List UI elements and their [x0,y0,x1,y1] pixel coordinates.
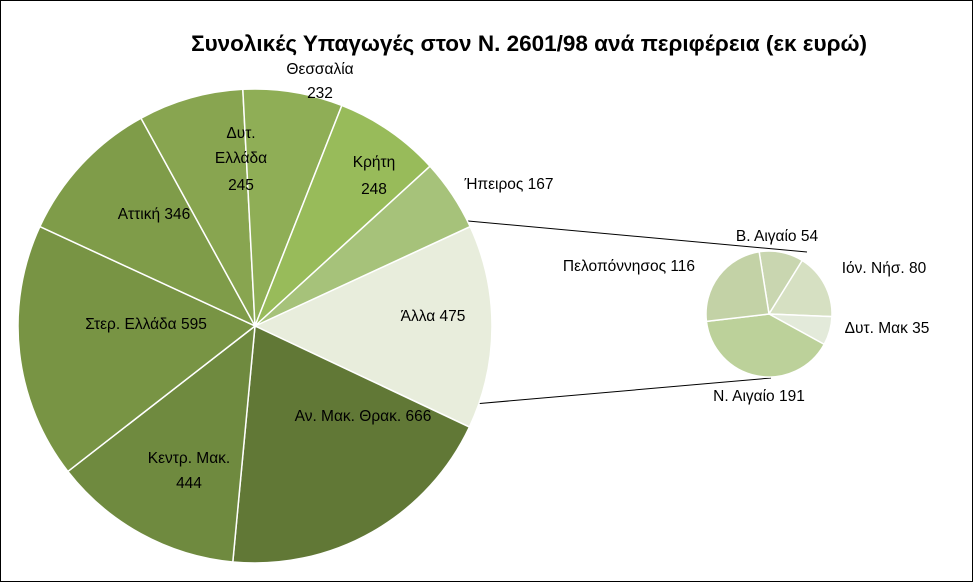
data-label-κεντρ-μακ: Κεντρ. Μακ. 444 [148,450,230,492]
connector-line-top [467,220,808,253]
secondary-slice-2 [767,259,833,318]
main-pie [17,88,493,564]
secondary-slice-4 [705,313,826,378]
main-slice-8 [254,104,432,327]
main-slice-1 [253,225,493,429]
main-slice-4 [17,225,257,473]
data-label-δυτ-ελλάδα: Δυτ. Ελλάδα 245 [215,125,267,194]
connector-line-bottom [473,377,772,405]
data-label-αν-μακ-θρακ: Αν. Μακ. Θρακ. 666 [295,408,432,425]
data-label-κρήτη: Κρήτη 248 [353,154,396,198]
secondary-pie [705,250,833,378]
main-slice-9 [254,165,472,327]
secondary-slice-5 [705,250,770,323]
data-labels: Άλλα 475 Αν. Μακ. Θρακ. 666 Κεντρ. Μακ. 444… [85,61,929,492]
data-label-άλλα: Άλλα 475 [401,308,466,325]
data-label-β-αιγαίο: Β. Αιγαίο 54 [736,228,819,245]
data-label-ν-αιγαίο: Ν. Αιγαίο 191 [713,388,805,405]
data-label-ιόν-νήσ: Ιόν. Νήσ. 80 [842,260,927,277]
main-slice-5 [38,117,257,328]
data-label-αττική: Αττική 346 [118,206,191,223]
main-slice-2 [231,324,471,564]
data-label-θεσσαλία: Θεσσαλία 232 [286,61,353,102]
data-label-ήπειρος: Ήπειρος 167 [463,176,553,193]
data-label-πελοπόννησος: Πελοπόννησος 116 [563,258,695,275]
data-label-στερ-ελλάδα: Στερ. Ελλάδα 595 [85,316,207,333]
main-slice-6 [139,88,256,327]
data-label-δυτ-μακ: Δυτ. Μακ 35 [845,320,930,337]
main-slice-3 [66,324,256,563]
chart-title: Συνολικές Υπαγωγές στον Ν. 2601/98 ανά π… [191,31,867,56]
